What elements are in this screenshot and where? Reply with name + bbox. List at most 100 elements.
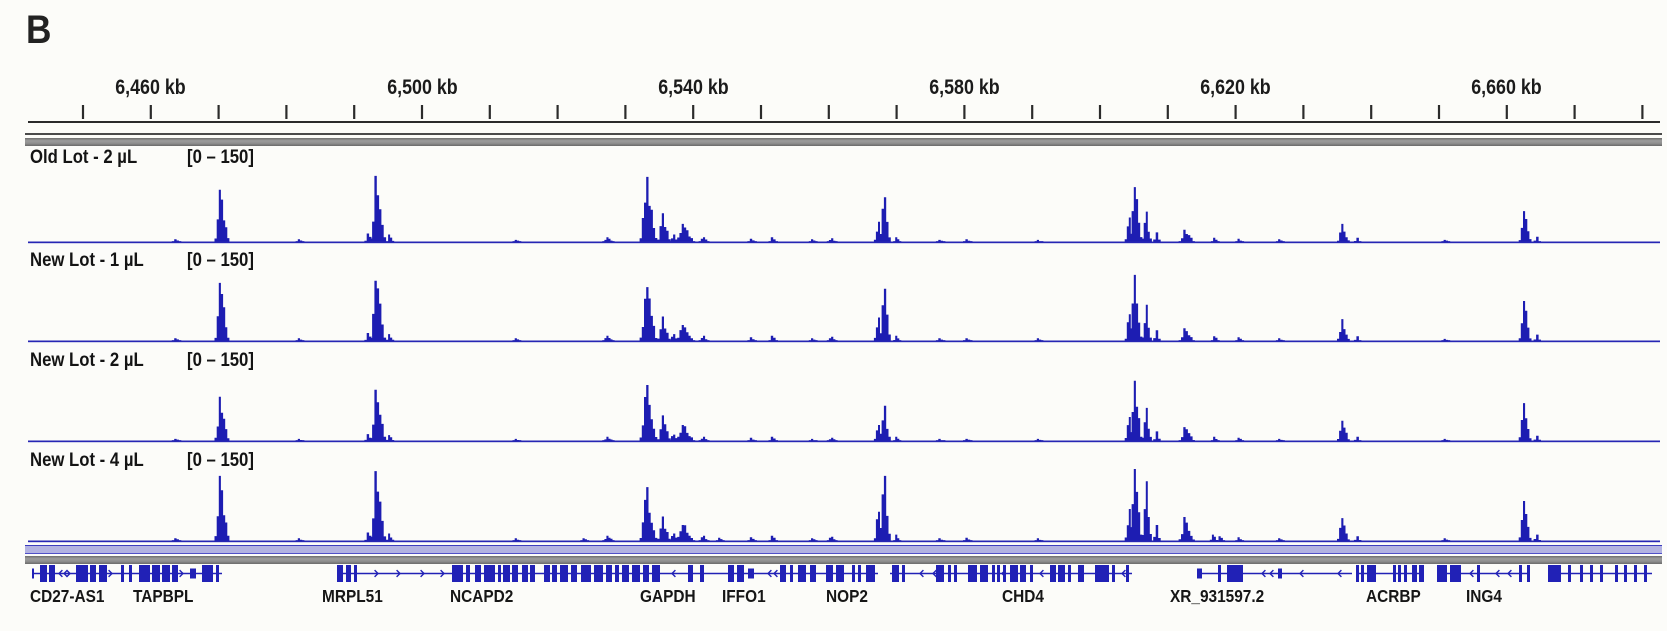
exon-box bbox=[522, 565, 528, 582]
exon-box bbox=[1356, 565, 1359, 582]
exon-box bbox=[1404, 565, 1407, 582]
exon-box bbox=[1437, 565, 1447, 582]
gene-label: CD27-AS1 bbox=[30, 586, 105, 606]
exon-box bbox=[1003, 565, 1006, 582]
strand-arrow bbox=[1039, 569, 1044, 578]
strand-arrow bbox=[374, 569, 379, 578]
gene-label: NOP2 bbox=[826, 586, 868, 606]
bottom-separator-bar bbox=[25, 556, 1662, 564]
exon-box bbox=[826, 565, 833, 582]
coverage-plot-new-lot-4ul bbox=[28, 469, 1660, 543]
exon-box bbox=[700, 565, 704, 582]
exon-box bbox=[615, 565, 619, 582]
exon-box bbox=[139, 565, 150, 582]
exon-box bbox=[1615, 565, 1618, 582]
coverage-plot-new-lot-1ul bbox=[28, 274, 1660, 343]
gene-label: CHD4 bbox=[1002, 586, 1044, 606]
track-range-label: [0 – 150] bbox=[187, 250, 254, 271]
strand-arrow bbox=[440, 569, 445, 578]
track-label: Old Lot - 2 µL bbox=[30, 147, 138, 168]
exon-box bbox=[594, 565, 603, 582]
track-label: New Lot - 2 µL bbox=[30, 350, 144, 371]
track-label: New Lot - 4 µL bbox=[30, 450, 144, 471]
coverage-baseline bbox=[28, 241, 1660, 244]
exon-box bbox=[728, 565, 734, 582]
exon-box bbox=[552, 565, 557, 582]
exon-box bbox=[544, 565, 550, 582]
intron-line bbox=[32, 572, 222, 575]
exon-box bbox=[354, 565, 357, 582]
exon-box bbox=[571, 565, 577, 582]
exon-box bbox=[892, 565, 899, 582]
exon-box bbox=[503, 565, 510, 582]
exon-box bbox=[581, 565, 591, 582]
track-range-label: [0 – 150] bbox=[187, 147, 254, 168]
strand-arrow bbox=[1269, 569, 1274, 578]
top-separator-bar bbox=[25, 138, 1662, 146]
ruler-tick-label: 6,620 kb bbox=[1200, 76, 1271, 99]
exon-box bbox=[90, 565, 96, 582]
exon-box bbox=[632, 565, 640, 582]
exon-box bbox=[948, 565, 951, 582]
coverage-plot-new-lot-2ul bbox=[28, 380, 1660, 443]
coverage-peaks bbox=[171, 274, 1541, 341]
strand-arrow bbox=[773, 569, 778, 578]
exon-box bbox=[32, 568, 34, 579]
strand-arrow bbox=[1337, 569, 1342, 578]
exon-box bbox=[216, 565, 219, 582]
strand-arrow bbox=[1507, 569, 1512, 578]
track-label: New Lot - 1 µL bbox=[30, 250, 144, 271]
ruler-tick-label: 6,580 kb bbox=[929, 76, 1000, 99]
exon-box bbox=[748, 568, 754, 579]
bottom-separator-band bbox=[25, 545, 1662, 554]
exon-box bbox=[1197, 568, 1202, 579]
exon-box bbox=[121, 565, 124, 582]
gene-label: TAPBPL bbox=[133, 586, 194, 606]
exon-box bbox=[1580, 565, 1583, 582]
exon-box bbox=[858, 565, 861, 582]
exon-box bbox=[530, 565, 535, 582]
strand-arrow bbox=[58, 569, 63, 578]
exon-box bbox=[1419, 565, 1424, 582]
coverage-baseline bbox=[28, 340, 1660, 343]
exon-box bbox=[172, 565, 178, 582]
exon-box bbox=[980, 565, 988, 582]
exon-box bbox=[737, 565, 744, 582]
exon-box bbox=[1278, 568, 1282, 579]
exon-box bbox=[1519, 565, 1522, 582]
gene-label: GAPDH bbox=[640, 586, 696, 606]
strand-arrow bbox=[420, 569, 425, 578]
exon-box bbox=[968, 565, 977, 582]
exon-box bbox=[1126, 565, 1129, 582]
exon-box bbox=[76, 565, 88, 582]
intron-line bbox=[1437, 572, 1530, 575]
exon-box bbox=[99, 565, 107, 582]
exon-box bbox=[1361, 565, 1364, 582]
exon-box bbox=[852, 565, 855, 582]
strand-arrow bbox=[932, 569, 937, 578]
exon-box bbox=[484, 565, 495, 582]
exon-box bbox=[1450, 565, 1461, 582]
ruler-tick-label: 6,500 kb bbox=[386, 76, 458, 99]
exon-box bbox=[475, 565, 481, 582]
exon-box bbox=[1050, 565, 1056, 582]
gene-annotation-track bbox=[32, 565, 1652, 582]
coverage-peaks bbox=[171, 469, 1541, 541]
exon-box bbox=[997, 565, 1000, 582]
gene-label: MRPL51 bbox=[322, 586, 383, 606]
strand-arrow bbox=[63, 569, 68, 578]
exon-box bbox=[606, 565, 612, 582]
exon-box bbox=[1568, 565, 1571, 582]
ruler-tick-label: 6,660 kb bbox=[1471, 76, 1543, 99]
exon-box bbox=[1398, 565, 1401, 582]
strand-arrow bbox=[1299, 569, 1304, 578]
exon-box bbox=[688, 565, 693, 582]
exon-box bbox=[512, 565, 518, 582]
exon-box bbox=[1477, 565, 1480, 582]
exon-box bbox=[798, 565, 806, 582]
strand-arrow bbox=[108, 569, 113, 578]
strand-arrow bbox=[767, 569, 772, 578]
strand-arrow bbox=[66, 569, 71, 578]
exon-box bbox=[49, 565, 55, 582]
